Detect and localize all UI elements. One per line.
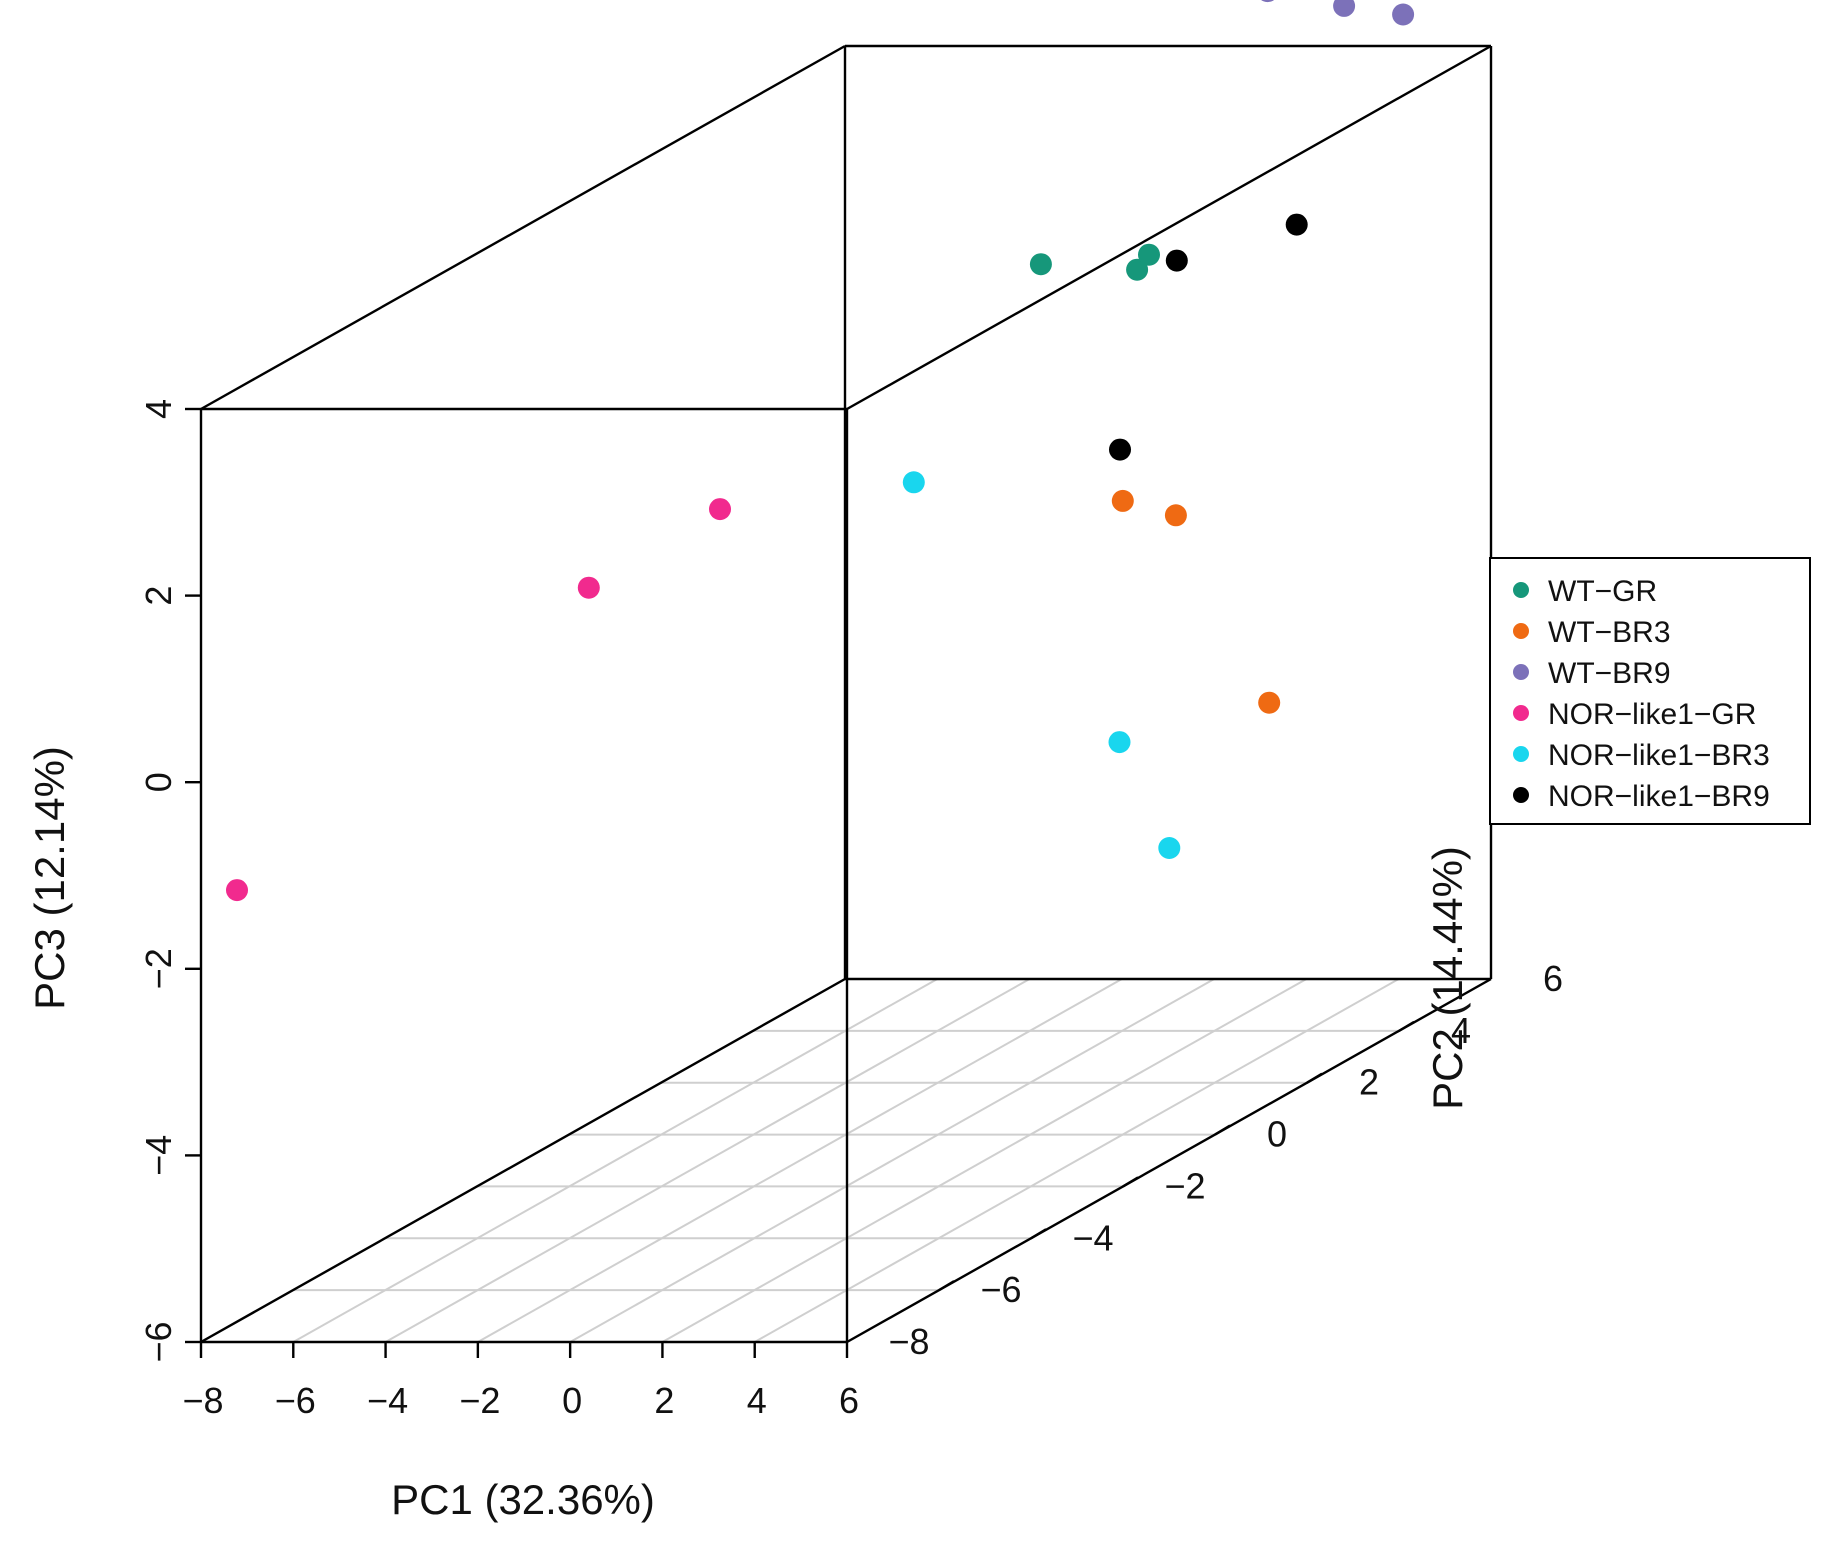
- x-tick-label: 0: [562, 1380, 582, 1421]
- bounding-box: [199, 44, 1493, 1344]
- y-tick-mark: [1122, 1176, 1139, 1188]
- z-tick-label: 4: [138, 399, 179, 419]
- point-nor-like1-br3: [1158, 837, 1181, 859]
- legend: WT−GR WT−BR3 WT−BR9 NOR−like1−GR NOR−like1−B…: [1489, 557, 1811, 825]
- z-tick-label: 2: [138, 586, 179, 606]
- y-tick-mark: [1398, 1020, 1415, 1032]
- y-tick-label: −8: [888, 1321, 929, 1362]
- y-tick-label: 4: [1451, 1010, 1471, 1051]
- legend-label-nor-like1-gr: NOR−like1−GR: [1548, 698, 1756, 731]
- point-nor-like1-br9: [1285, 213, 1308, 236]
- point-wt-br3: [1111, 489, 1134, 512]
- y-tick-mark: [1030, 1228, 1047, 1240]
- point-nor-like1-gr: [226, 879, 248, 902]
- x-tick-label: −4: [367, 1380, 408, 1421]
- point-nor-like1-gr: [577, 576, 600, 599]
- legend-swatch-wt-br9: [1513, 664, 1529, 680]
- point-nor-like1-br9: [1165, 249, 1188, 272]
- point-wt-gr: [1029, 253, 1052, 276]
- x-tick-label: 6: [839, 1380, 859, 1421]
- point-wt-br9: [1333, 0, 1356, 17]
- box-edge: [846, 977, 1492, 1344]
- y-tick-label: 2: [1359, 1062, 1379, 1103]
- legend-swatch-wt-gr: [1513, 582, 1529, 598]
- legend-swatch-nor-like1-br9: [1513, 787, 1529, 803]
- point-wt-br3: [1164, 504, 1187, 527]
- y-tick-mark: [938, 1280, 955, 1292]
- x-tick-label: −6: [275, 1380, 316, 1421]
- x-tick-label: 4: [747, 1380, 767, 1421]
- legend-label-nor-like1-br9: NOR−like1−BR9: [1548, 780, 1770, 813]
- x-tick-label: −8: [182, 1380, 223, 1421]
- grid-line-x: [385, 978, 1031, 1343]
- data-points: [226, 0, 1415, 902]
- y-tick-label: −6: [980, 1269, 1021, 1310]
- legend-swatch-nor-like1-br3: [1513, 746, 1529, 762]
- point-nor-like1-gr: [709, 498, 731, 521]
- axis-labels: PC1 (32.36%) PC3 (12.14%) PC2 (14.44%): [26, 746, 1471, 1523]
- y-axis-title: PC2 (14.44%): [1424, 846, 1471, 1110]
- legend-swatch-nor-like1-gr: [1513, 705, 1529, 721]
- grid-line-x: [569, 978, 1215, 1343]
- x-tick-label: 2: [654, 1380, 674, 1421]
- y-tick-mark: [1306, 1072, 1323, 1084]
- legend-swatch-wt-br3: [1513, 623, 1529, 639]
- legend-label-wt-br3: WT−BR3: [1548, 616, 1671, 649]
- grid-line-x: [292, 978, 938, 1343]
- point-wt-br3: [1258, 691, 1281, 714]
- point-wt-br9: [1261, 0, 1275, 3]
- z-axis-title: PC3 (12.14%): [26, 746, 73, 1010]
- z-tick-label: −6: [138, 1321, 179, 1362]
- legend-box: [1489, 557, 1811, 825]
- y-tick-label: −4: [1072, 1217, 1113, 1258]
- grid-line-x: [477, 978, 1123, 1343]
- box-edge: [200, 44, 846, 411]
- box-edge: [846, 44, 1492, 411]
- legend-label-nor-like1-br3: NOR−like1−BR3: [1548, 739, 1770, 772]
- legend-label-wt-br9: WT−BR9: [1548, 657, 1671, 690]
- z-tick-label: −4: [138, 1135, 179, 1176]
- point-nor-like1-br3: [902, 471, 925, 494]
- y-tick-label: 0: [1267, 1114, 1287, 1155]
- box-edge: [200, 977, 846, 1344]
- point-wt-br9: [1392, 3, 1415, 26]
- point-nor-like1-br3: [1108, 731, 1131, 754]
- point-wt-gr: [1126, 258, 1149, 281]
- z-tick-label: −2: [138, 948, 179, 989]
- grid-line-x: [661, 978, 1307, 1343]
- point-wt-gr: [1138, 243, 1160, 266]
- point-nor-like1-br9: [1109, 438, 1131, 461]
- y-tick-label: 6: [1543, 958, 1563, 999]
- x-tick-label: −2: [459, 1380, 500, 1421]
- x-axis-title: PC1 (32.36%): [391, 1476, 655, 1523]
- floor-grid: [200, 978, 1492, 1343]
- grid-line-x: [754, 978, 1400, 1343]
- z-tick-label: 0: [138, 772, 179, 792]
- legend-label-wt-gr: WT−GR: [1548, 575, 1657, 608]
- y-tick-mark: [1214, 1124, 1231, 1136]
- y-tick-label: −2: [1164, 1165, 1205, 1206]
